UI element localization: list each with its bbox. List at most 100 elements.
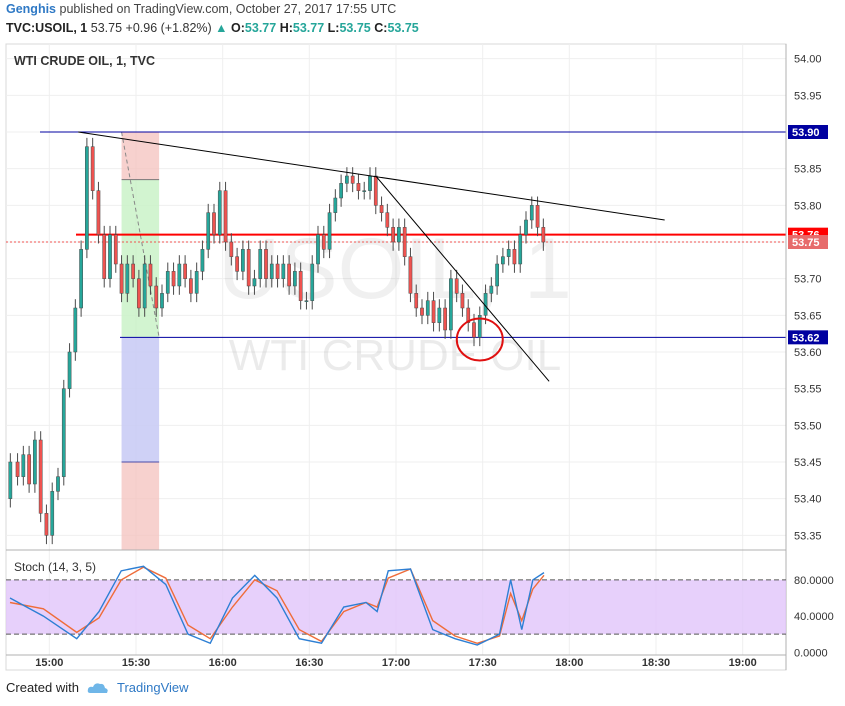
trend-line-2[interactable]	[375, 175, 550, 382]
candle-body	[339, 183, 343, 199]
position-tool[interactable]	[121, 131, 160, 550]
candle-body	[506, 249, 511, 257]
candle-body	[402, 227, 407, 257]
candle-body	[373, 175, 378, 206]
candle-body	[275, 263, 280, 279]
candle-body	[443, 307, 447, 331]
candle-body	[131, 263, 135, 279]
horizontal-levels[interactable]	[6, 131, 786, 338]
candle-body	[61, 388, 66, 477]
footer: Created with TradingView	[6, 680, 189, 695]
price-tag-53.62: 53.62	[792, 332, 820, 344]
stoch-tick-label: 40.0000	[794, 611, 834, 623]
candle-body	[524, 219, 528, 235]
position-risk-zone[interactable]	[121, 337, 160, 462]
candle-body	[177, 263, 182, 287]
candle-body	[119, 263, 124, 294]
tradingview-cloud-icon	[87, 682, 108, 693]
candle-body	[316, 234, 320, 265]
published-info: Genghis published on TradingView.com, Oc…	[6, 2, 396, 16]
candle-body	[356, 183, 361, 191]
candle-body	[90, 146, 95, 191]
candle-body	[472, 322, 476, 338]
stoch-name: Stoch (14, 3, 5)	[14, 560, 96, 574]
candle-body	[38, 439, 43, 514]
candle-body	[321, 234, 326, 250]
candle-body	[466, 307, 471, 323]
candle-body	[437, 307, 442, 323]
time-tick-label: 15:30	[122, 657, 150, 669]
time-tick-label: 17:30	[469, 657, 497, 669]
stoch-pane: Stoch (14, 3, 5) 80.0000 40.0000 0.0000	[6, 549, 834, 659]
price-tick-label: 53.35	[794, 530, 822, 542]
low-value: 53.75	[339, 21, 371, 35]
candle-body	[8, 461, 13, 499]
published-text: published on TradingView.com, October 27…	[59, 2, 397, 16]
candle-body	[333, 197, 338, 213]
candle-body	[408, 256, 413, 294]
circle-marker[interactable]	[455, 317, 504, 362]
low-label: L:	[327, 21, 340, 35]
stoch-tick-label: 80.0000	[794, 575, 834, 587]
time-axis[interactable]: 15:00 15:30 16:00 16:30 17:00 17:30 18:00 18:30…	[6, 654, 786, 669]
candle-body	[281, 263, 286, 279]
price-tag-53.90: 53.90	[792, 127, 820, 139]
candle-body	[96, 190, 101, 235]
candle-body	[379, 205, 384, 213]
stoch-band	[6, 579, 786, 635]
candle-body	[477, 315, 482, 338]
trend-line-1[interactable]	[78, 131, 665, 221]
candle-body	[541, 227, 546, 243]
tradingview-link[interactable]: TradingView	[116, 680, 189, 695]
candle-body	[518, 234, 523, 265]
candle-body	[252, 278, 257, 287]
candle-body	[113, 234, 118, 265]
price-tick-label: 53.95	[794, 90, 822, 102]
trend-lines[interactable]	[78, 131, 665, 382]
candle-body	[108, 234, 112, 279]
candle-body	[160, 293, 164, 309]
price-tick-label: 53.85	[794, 164, 822, 176]
candle-body	[241, 249, 245, 272]
candle-body	[495, 263, 499, 287]
circle-annotation[interactable]	[455, 317, 504, 362]
candle-body	[194, 271, 199, 294]
candle-body	[27, 454, 31, 485]
time-tick-label: 16:30	[295, 657, 323, 669]
candle-body	[535, 205, 540, 228]
time-tick-label: 16:00	[209, 657, 237, 669]
candle-body	[345, 175, 349, 184]
candle-body	[501, 256, 505, 265]
high-label: H:	[279, 21, 293, 35]
candle-body	[258, 249, 263, 279]
price-tick-label: 53.50	[794, 420, 822, 432]
candle-body	[529, 205, 534, 221]
price-tick-label: 53.55	[794, 384, 822, 396]
symbol-label: TVC:USOIL, 1	[6, 21, 88, 35]
position-lower-zone[interactable]	[121, 462, 160, 550]
author-name[interactable]: Genghis	[6, 2, 57, 16]
stoch-tick-label: 0.0000	[794, 647, 828, 659]
close-value: 53.75	[387, 21, 419, 35]
candle-body	[368, 175, 372, 191]
watermark-name: WTI CRUDE OIL	[229, 331, 561, 380]
candle-body	[264, 249, 268, 279]
price-tag-bg-53.62	[788, 330, 828, 345]
candle-body	[142, 263, 147, 309]
time-tick-label: 18:00	[555, 657, 583, 669]
candle-body	[229, 241, 234, 257]
candle-body	[217, 190, 222, 235]
candle-body	[223, 190, 228, 243]
last-price-tag-bg	[788, 235, 828, 249]
candle-body	[431, 300, 436, 323]
candles	[8, 137, 546, 545]
candle-body	[67, 351, 72, 389]
price-tick-label: 53.70	[794, 274, 822, 286]
chart-title: WTI CRUDE OIL, 1, TVC	[14, 54, 155, 68]
price-tag-bg-53.90	[788, 125, 828, 139]
last-price: 53.75	[90, 21, 123, 35]
candle-body	[21, 454, 26, 477]
candle-body	[304, 300, 309, 302]
candle-body	[125, 263, 130, 294]
